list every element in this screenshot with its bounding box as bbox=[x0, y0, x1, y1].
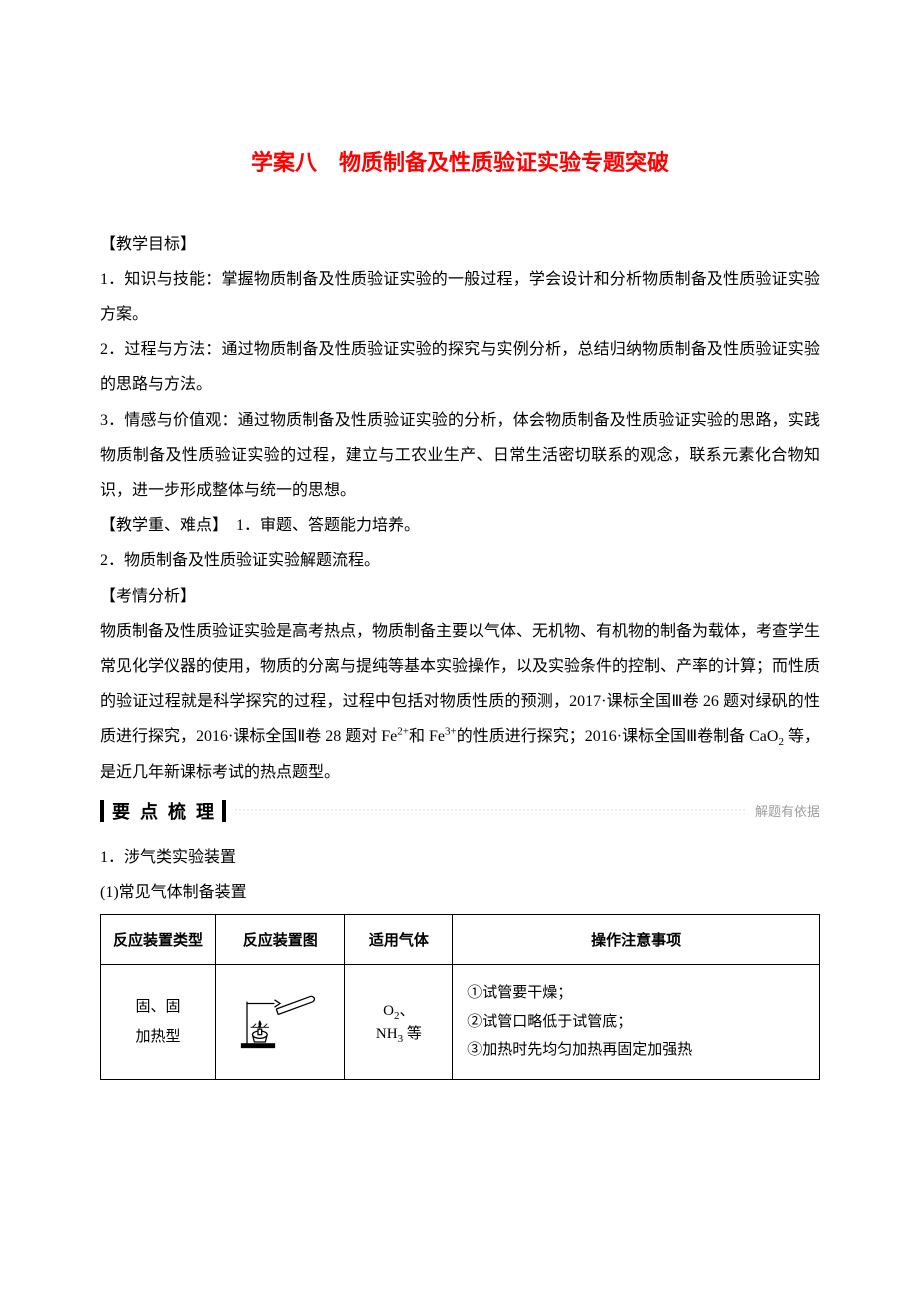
table-row: 固、固 加热型 bbox=[101, 965, 820, 1080]
analysis-header: 【考情分析】 bbox=[100, 579, 820, 614]
cell-diagram bbox=[216, 965, 345, 1080]
note-line: ③加热时先均匀加热再固定加强热 bbox=[467, 1036, 811, 1065]
apparatus-icon bbox=[234, 987, 326, 1053]
th-diagram: 反应装置图 bbox=[216, 915, 345, 965]
bar-marker-icon bbox=[222, 800, 226, 822]
subsection-1: 1．涉气类实验装置 bbox=[100, 840, 820, 875]
analysis-text-part1: 物质制备及性质验证实验是高考热点，物质制备主要以气体、无机物、有机物的制备为载体… bbox=[100, 623, 820, 746]
objective-2: 2．过程与方法：通过物质制备及性质验证实验的探究与实例分析，总结归纳物质制备及性… bbox=[100, 332, 820, 402]
fe-charge-3: 3+ bbox=[445, 726, 457, 738]
key-points-label: 要 点 梳 理 bbox=[112, 798, 214, 824]
note-line: ②试管口略低于试管底； bbox=[467, 1008, 811, 1037]
type-line1: 固、固 bbox=[136, 999, 181, 1015]
kp-char: 要 bbox=[112, 798, 130, 824]
document-title: 学案八 物质制备及性质验证实验专题突破 bbox=[100, 145, 820, 177]
cell-type: 固、固 加热型 bbox=[101, 965, 216, 1080]
objectives-header: 【教学目标】 bbox=[100, 227, 820, 262]
table-header-row: 反应装置类型 反应装置图 适用气体 操作注意事项 bbox=[101, 915, 820, 965]
analysis-text-mid: 和 Fe bbox=[409, 728, 445, 745]
bar-marker-icon bbox=[100, 800, 104, 822]
th-notes: 操作注意事项 bbox=[453, 915, 820, 965]
note-line: ①试管要干燥； bbox=[467, 979, 811, 1008]
focus-header: 【教学重、难点】 1．审题、答题能力培养。 bbox=[100, 508, 820, 543]
focus-item-2: 2．物质制备及性质验证实验解题流程。 bbox=[100, 543, 820, 578]
analysis-text-part2: 的性质进行探究；2016·课标全国Ⅲ卷制备 CaO bbox=[457, 728, 779, 745]
page: 学案八 物质制备及性质验证实验专题突破 【教学目标】 1．知识与技能：掌握物质制… bbox=[0, 0, 920, 1160]
kp-char: 理 bbox=[196, 798, 214, 824]
dotted-divider bbox=[234, 808, 747, 814]
cell-notes: ①试管要干燥； ②试管口略低于试管底； ③加热时先均匀加热再固定加强热 bbox=[453, 965, 820, 1080]
cell-gas: O2、NH3 等 bbox=[345, 965, 453, 1080]
key-points-right-note: 解题有依据 bbox=[755, 801, 820, 820]
th-type: 反应装置类型 bbox=[101, 915, 216, 965]
type-line2: 加热型 bbox=[136, 1029, 181, 1045]
key-points-bar: 要 点 梳 理 解题有依据 bbox=[100, 798, 820, 824]
apparatus-table: 反应装置类型 反应装置图 适用气体 操作注意事项 固、固 加热型 bbox=[100, 914, 820, 1080]
kp-char: 梳 bbox=[168, 798, 186, 824]
objective-3: 3．情感与价值观：通过物质制备及性质验证实验的分析，体会物质制备及性质验证实验的… bbox=[100, 403, 820, 509]
objective-1: 1．知识与技能：掌握物质制备及性质验证实验的一般过程，学会设计和分析物质制备及性… bbox=[100, 262, 820, 332]
fe-charge-2: 2+ bbox=[397, 726, 409, 738]
subsection-1-1: (1)常见气体制备装置 bbox=[100, 875, 820, 910]
kp-char: 点 bbox=[140, 798, 158, 824]
th-gas: 适用气体 bbox=[345, 915, 453, 965]
analysis-body: 物质制备及性质验证实验是高考热点，物质制备主要以气体、无机物、有机物的制备为载体… bbox=[100, 614, 820, 790]
